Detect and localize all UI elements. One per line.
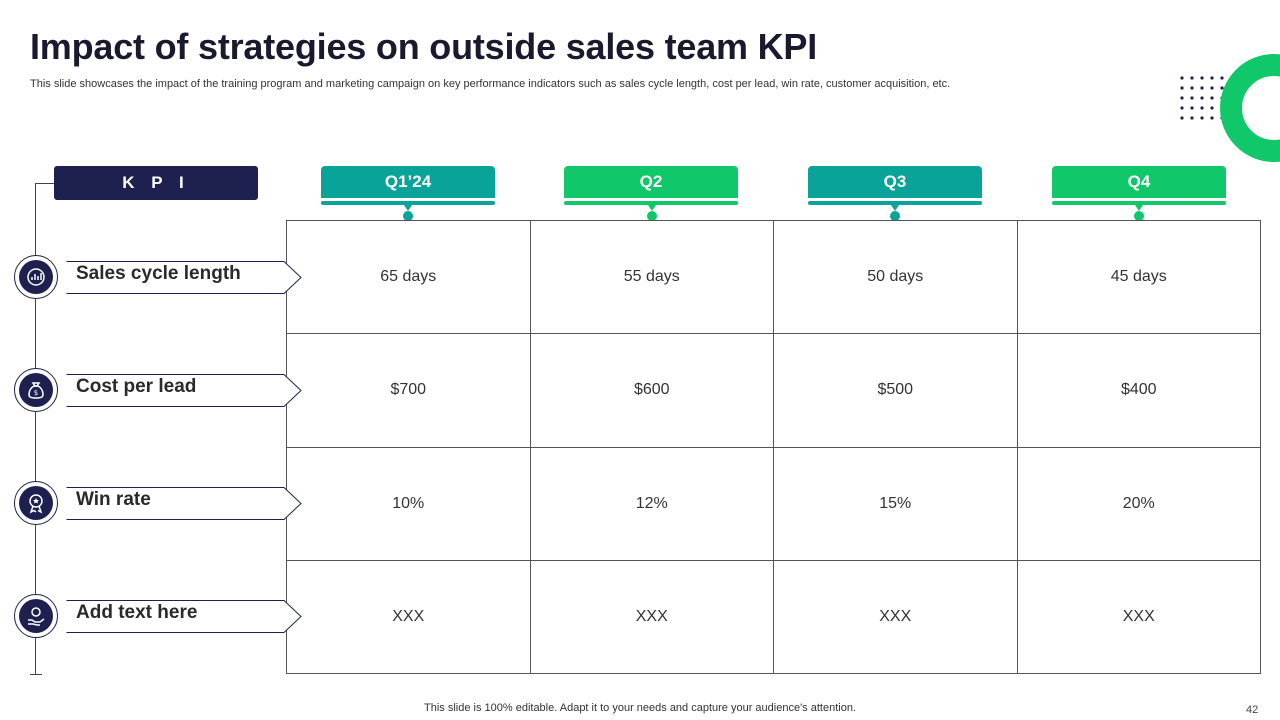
kpi-row-add-text: Add text here xyxy=(14,594,304,638)
quarter-dot xyxy=(890,211,900,221)
quarter-underline xyxy=(321,201,495,205)
svg-text:$: $ xyxy=(34,389,38,397)
slide-subtitle: This slide showcases the impact of the t… xyxy=(30,78,951,90)
quarter-dot xyxy=(403,211,413,221)
kpi-label: Win rate xyxy=(76,489,151,510)
quarter-pointer xyxy=(648,205,656,211)
table-cell: XXX xyxy=(286,559,531,675)
kpi-row-win-rate: Win rate xyxy=(14,481,304,525)
page-number: 42 xyxy=(1246,704,1259,716)
table-cell: 20% xyxy=(1016,446,1261,561)
table-cell: $600 xyxy=(529,333,774,448)
kpi-connector-top xyxy=(35,183,54,184)
table-row: $700 $600 $500 $400 xyxy=(286,333,1261,448)
table-row: XXX XXX XXX XXX xyxy=(286,559,1261,675)
table-cell: $700 xyxy=(286,333,531,448)
kpi-label: Add text here xyxy=(76,602,198,623)
hand-money-icon xyxy=(14,594,58,638)
quarter-header-q1: Q1’24 xyxy=(321,166,495,198)
kpi-table: 65 days 55 days 50 days 45 days $700 $60… xyxy=(286,219,1261,675)
money-bag-icon: $ xyxy=(14,368,58,412)
quarter-header-q4: Q4 xyxy=(1052,166,1226,198)
table-cell: $500 xyxy=(773,333,1018,448)
kpi-connector-bottom xyxy=(30,674,42,675)
quarter-pointer xyxy=(891,205,899,211)
table-cell: 15% xyxy=(773,446,1018,561)
table-row: 65 days 55 days 50 days 45 days xyxy=(286,219,1261,335)
quarter-header-q2: Q2 xyxy=(564,166,738,198)
table-cell: XXX xyxy=(773,559,1018,675)
kpi-label-shape xyxy=(66,374,302,407)
table-cell: 12% xyxy=(529,446,774,561)
table-cell: 55 days xyxy=(529,219,774,335)
slide-title: Impact of strategies on outside sales te… xyxy=(30,26,818,67)
quarter-underline xyxy=(808,201,982,205)
quarter-dot xyxy=(1134,211,1144,221)
table-cell: XXX xyxy=(529,559,774,675)
kpi-label-shape xyxy=(66,600,302,633)
quarter-underline xyxy=(564,201,738,205)
quarter-pointer xyxy=(1135,205,1143,211)
quarter-pointer xyxy=(404,205,412,211)
table-cell: $400 xyxy=(1016,333,1261,448)
quarter-underline xyxy=(1052,201,1226,205)
kpi-label: Sales cycle length xyxy=(76,263,241,284)
slide-footer: This slide is 100% editable. Adapt it to… xyxy=(424,702,856,714)
quarter-header-q3: Q3 xyxy=(808,166,982,198)
kpi-header: K P I xyxy=(54,166,258,200)
award-badge-icon xyxy=(14,481,58,525)
table-cell: 10% xyxy=(286,446,531,561)
kpi-label: Cost per lead xyxy=(76,376,197,397)
sales-cycle-icon xyxy=(14,255,58,299)
kpi-connector-line xyxy=(35,183,36,675)
quarter-dot xyxy=(647,211,657,221)
table-cell: XXX xyxy=(1016,559,1261,675)
kpi-label-shape xyxy=(66,261,302,294)
table-cell: 50 days xyxy=(773,219,1018,335)
table-row: 10% 12% 15% 20% xyxy=(286,446,1261,561)
table-cell: 65 days xyxy=(286,219,531,335)
kpi-label-shape xyxy=(66,487,302,520)
kpi-row-cost-per-lead: $ Cost per lead xyxy=(14,368,304,412)
table-cell: 45 days xyxy=(1016,219,1261,335)
kpi-row-sales-cycle: Sales cycle length xyxy=(14,255,304,299)
ring-decoration xyxy=(1220,54,1280,162)
